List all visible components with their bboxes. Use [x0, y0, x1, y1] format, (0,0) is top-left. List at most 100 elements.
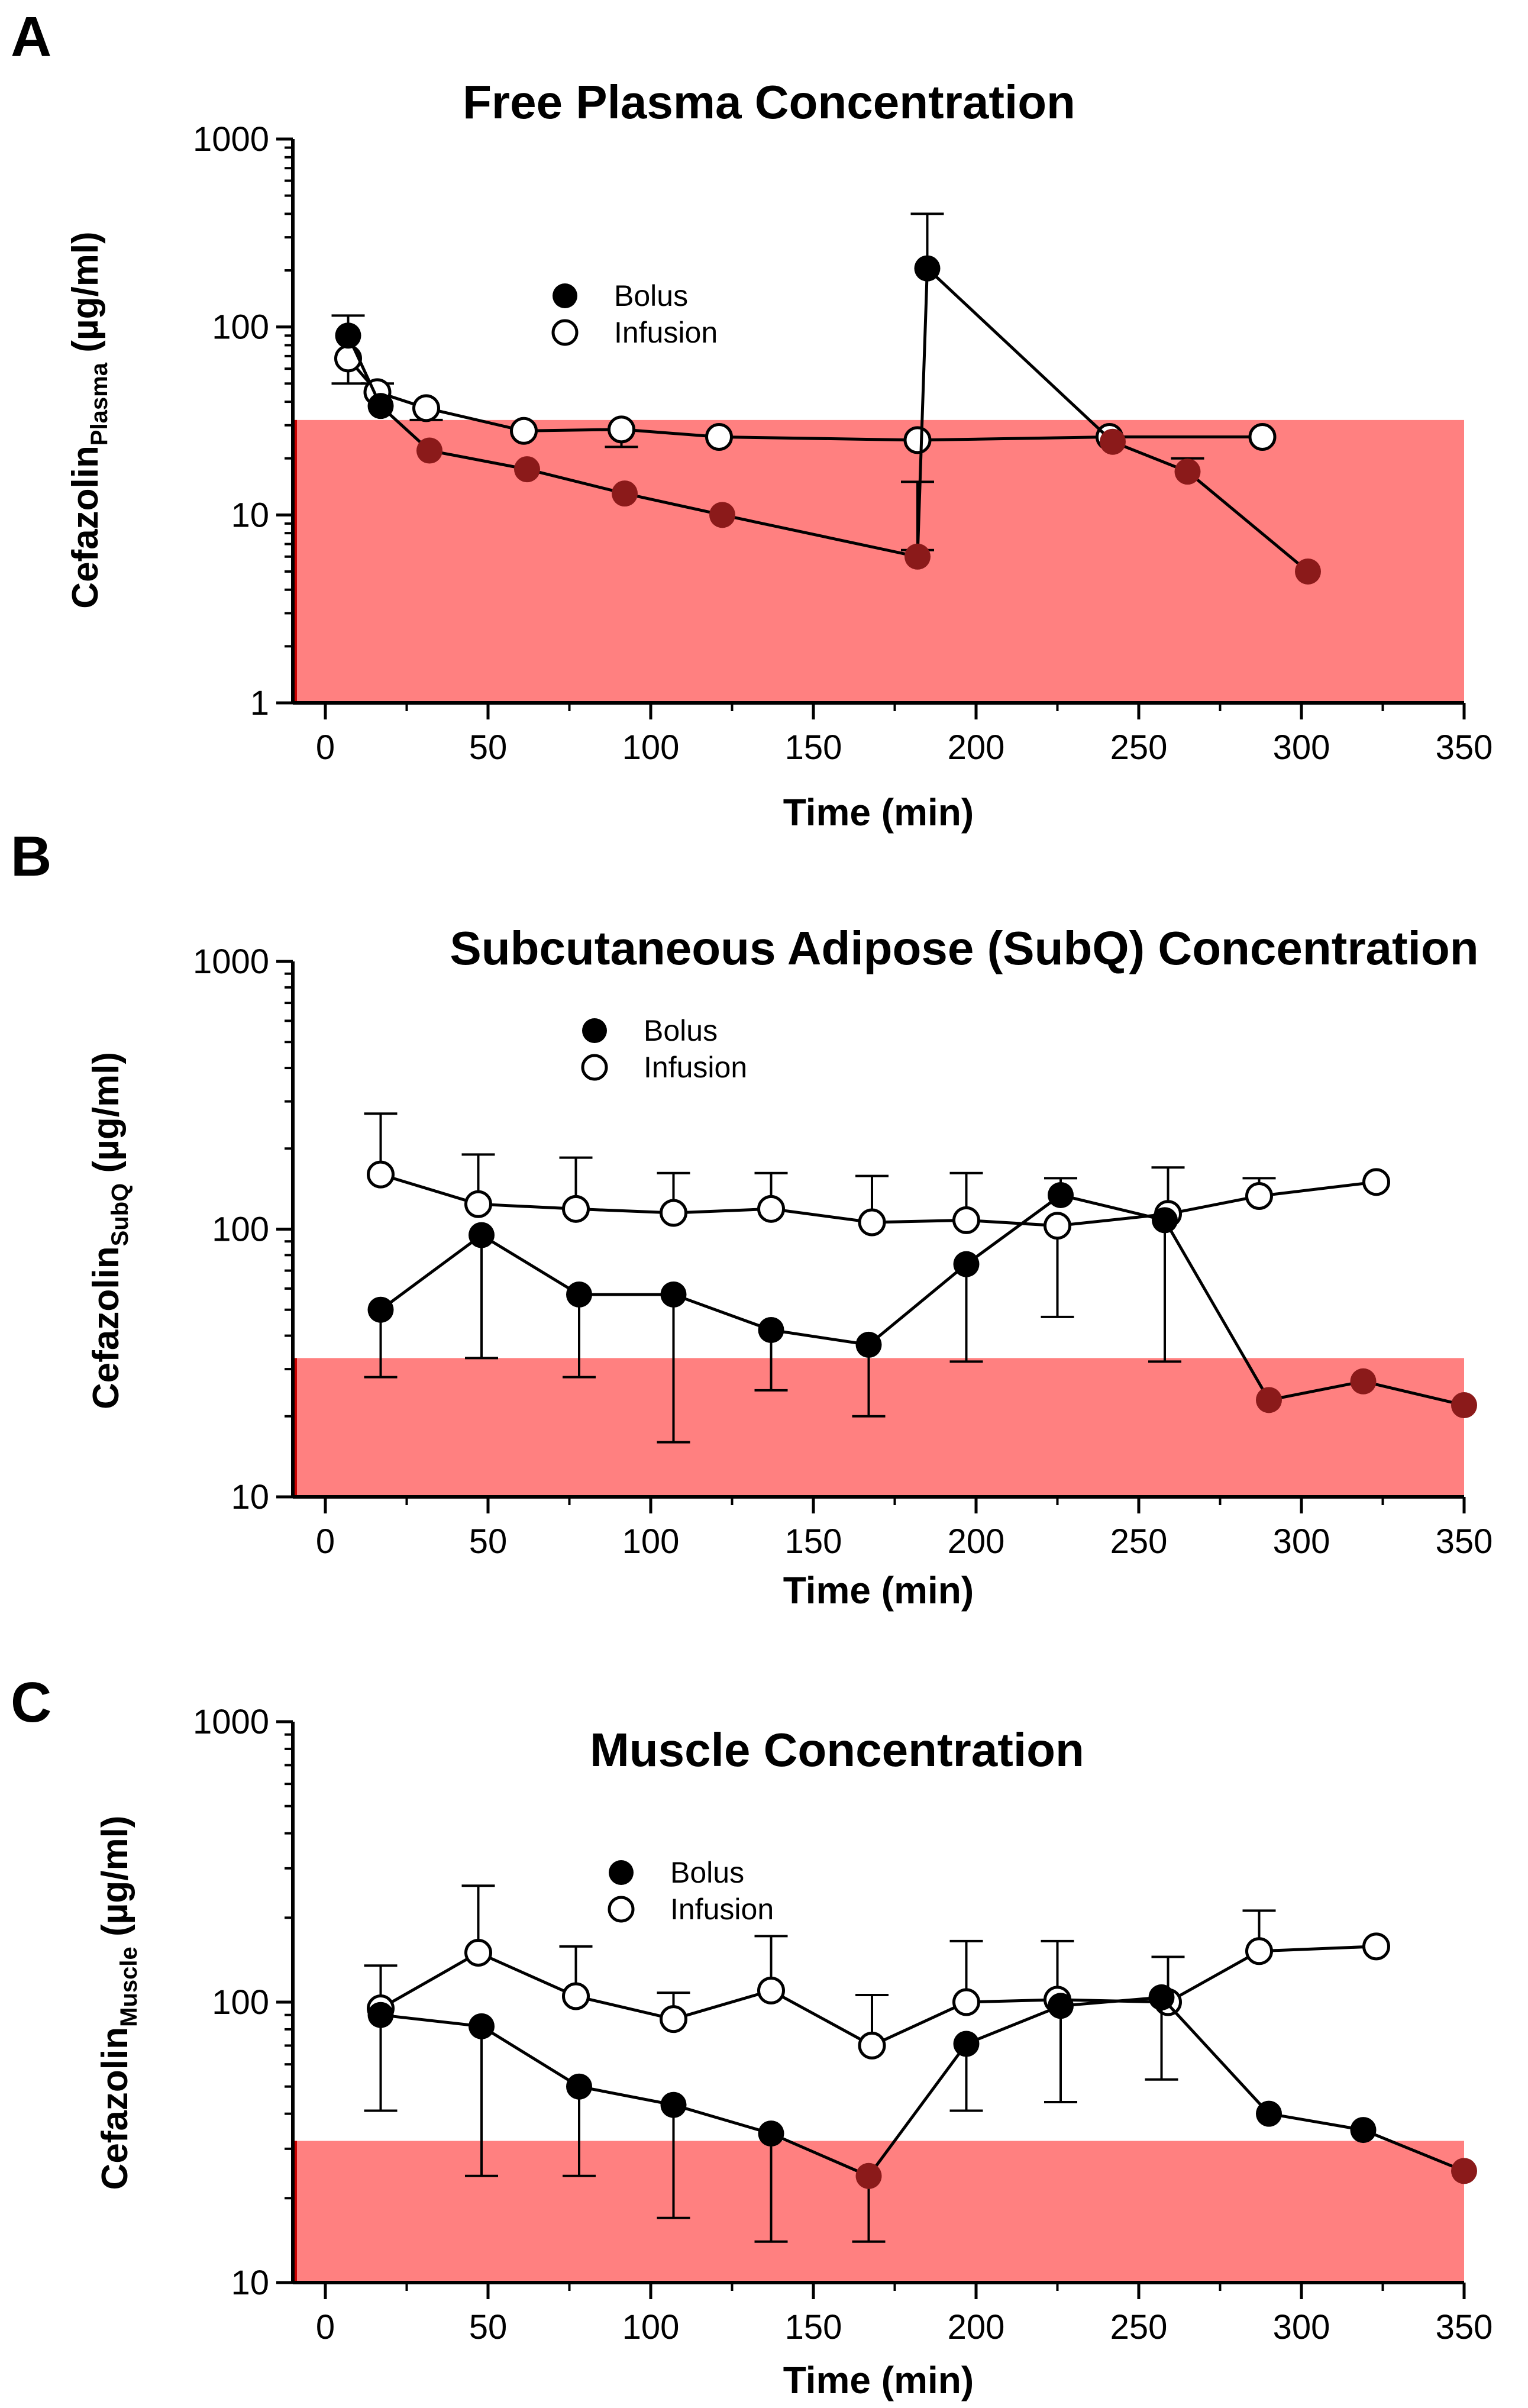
- data-point-bolus: [1048, 1182, 1074, 1208]
- data-point-infusion: [757, 1195, 785, 1223]
- data-point-infusion: [952, 1206, 980, 1234]
- x-tick-label: 100: [622, 728, 680, 767]
- data-point-infusion: [1044, 1212, 1071, 1240]
- data-point-bolus: [709, 502, 735, 528]
- y-tick-label: 1: [250, 684, 269, 722]
- chart-title: Muscle Concentration: [590, 1723, 1084, 1776]
- legend: Bolus Infusion: [581, 1014, 747, 1084]
- y-tick-label: 1000: [193, 120, 269, 159]
- y-axis-label-subscript: Plasma: [86, 362, 112, 446]
- y-axis-label-unit: (µg/ml): [95, 1816, 135, 1947]
- data-point-bolus: [1256, 1387, 1282, 1413]
- data-point-bolus: [758, 2120, 784, 2147]
- x-tick-label: 0: [316, 728, 335, 767]
- y-axis-label-unit: (µg/ml): [65, 231, 106, 363]
- x-axis-label: Time (min): [783, 791, 974, 834]
- legend-bolus-label: Bolus: [644, 1014, 718, 1047]
- legend-infusion-marker: [608, 1896, 635, 1923]
- data-point-infusion: [510, 417, 538, 445]
- data-point-bolus: [1256, 2100, 1282, 2127]
- y-axis-label-unit: (µg/ml): [86, 1052, 127, 1183]
- data-point-bolus: [1148, 1984, 1175, 2010]
- data-point-infusion: [952, 1988, 980, 2016]
- data-point-infusion: [705, 423, 733, 451]
- data-point-bolus: [469, 2013, 495, 2039]
- data-point-bolus: [1451, 1392, 1477, 1419]
- y-tick-label: 10: [231, 496, 269, 534]
- data-point-bolus: [367, 2002, 394, 2028]
- chart-title: Free Plasma Concentration: [463, 76, 1075, 128]
- legend-bolus-label: Bolus: [614, 279, 688, 312]
- series-bolus: [331, 212, 1321, 585]
- x-tick-label: 250: [1110, 1522, 1168, 1561]
- data-point-infusion: [367, 1160, 395, 1189]
- x-tick-label: 50: [469, 2308, 508, 2346]
- x-tick-label: 0: [316, 1522, 335, 1561]
- data-point-infusion: [1362, 1168, 1390, 1196]
- panel-letter: A: [11, 5, 51, 69]
- y-tick-label: 10: [231, 2264, 269, 2302]
- data-point-bolus: [1100, 428, 1126, 455]
- data-point-infusion: [757, 1976, 785, 2004]
- data-point-infusion: [464, 1190, 492, 1218]
- data-point-bolus: [758, 1316, 784, 1343]
- data-point-bolus: [514, 456, 540, 483]
- legend-infusion-marker: [551, 319, 579, 346]
- x-tick-label: 300: [1273, 1522, 1330, 1561]
- legend-infusion-label: Infusion: [644, 1051, 747, 1084]
- y-axis-label-subscript: Muscle: [116, 1947, 142, 2027]
- data-point-bolus: [1295, 558, 1321, 585]
- data-point-infusion: [903, 426, 932, 454]
- y-axis-label-main: Cefazolin: [86, 1246, 127, 1409]
- data-point-infusion: [334, 344, 362, 373]
- x-tick-label: 200: [948, 1522, 1005, 1561]
- legend-infusion-label: Infusion: [670, 1893, 774, 1926]
- x-axis-label: Time (min): [783, 1569, 974, 1612]
- data-point-bolus: [1048, 1993, 1074, 2019]
- data-point-bolus: [367, 393, 394, 419]
- series-bolus: [364, 1177, 1477, 1444]
- x-tick-label: 150: [785, 1522, 842, 1561]
- data-point-infusion: [412, 394, 440, 422]
- threshold-band: [295, 2141, 1464, 2283]
- data-point-infusion: [660, 2005, 687, 2033]
- x-tick-label: 350: [1436, 1522, 1493, 1561]
- data-point-bolus: [367, 1296, 394, 1323]
- y-axis-label-subscript: SubQ: [107, 1183, 133, 1247]
- chart-panel-b: B Subcutaneous Adipose (SubQ) Concentrati…: [11, 825, 1493, 1612]
- x-tick-label: 350: [1436, 728, 1493, 767]
- x-tick-label: 0: [316, 2308, 335, 2346]
- legend-infusion-label: Infusion: [614, 316, 718, 349]
- panel-letter: B: [11, 825, 51, 888]
- y-tick-label: 10: [231, 1478, 269, 1516]
- legend-infusion-marker: [581, 1054, 608, 1081]
- data-point-bolus: [855, 2162, 882, 2189]
- data-point-bolus: [566, 2073, 592, 2100]
- data-point-bolus: [855, 1331, 882, 1358]
- series-line-bolus: [380, 1996, 1465, 2178]
- data-point-infusion: [562, 1982, 590, 2010]
- chart-title: Subcutaneous Adipose (SubQ) Concentratio…: [450, 922, 1478, 974]
- data-point-infusion: [464, 1939, 492, 1967]
- x-axis-label: Time (min): [783, 2359, 974, 2401]
- data-point-infusion: [1248, 423, 1277, 451]
- x-tick-label: 350: [1436, 2308, 1493, 2346]
- x-tick-label: 150: [785, 728, 842, 767]
- x-tick-label: 100: [622, 1522, 680, 1561]
- data-point-infusion: [1245, 1937, 1273, 1965]
- x-tick-label: 200: [948, 728, 1005, 767]
- data-point-bolus: [1350, 1368, 1377, 1395]
- data-point-bolus: [904, 543, 931, 570]
- threshold-band: [295, 419, 1464, 703]
- data-point-bolus: [1152, 1207, 1178, 1234]
- legend: Bolus Infusion: [551, 279, 718, 349]
- data-point-bolus: [416, 437, 442, 464]
- series-infusion: [364, 1112, 1390, 1318]
- x-tick-label: 300: [1273, 728, 1330, 767]
- x-tick-label: 50: [469, 1522, 508, 1561]
- data-point-infusion: [660, 1199, 687, 1227]
- data-point-bolus: [953, 2031, 980, 2057]
- x-tick-label: 50: [469, 728, 508, 767]
- data-point-bolus: [612, 480, 638, 507]
